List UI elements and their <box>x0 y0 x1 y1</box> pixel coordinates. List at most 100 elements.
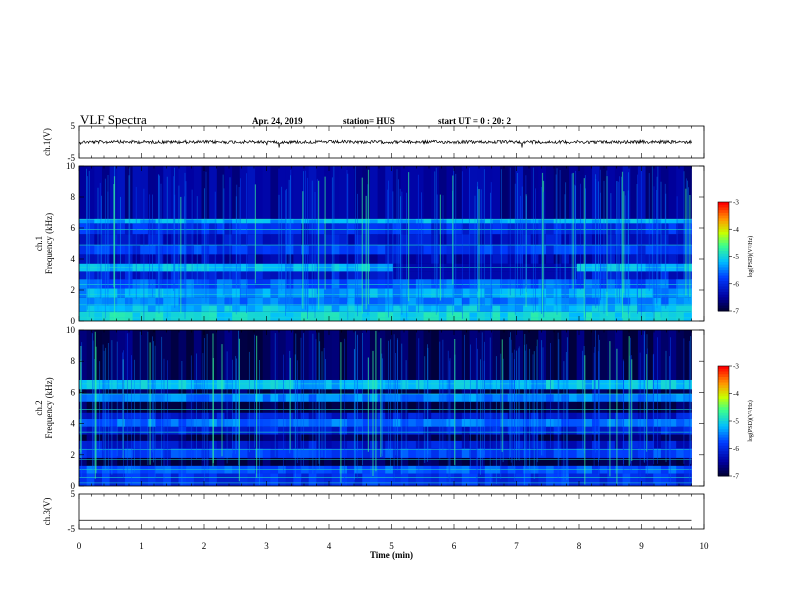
spectrogram-cell <box>561 379 570 390</box>
spectrogram-cell <box>385 305 394 312</box>
spectrogram-cell <box>385 245 394 255</box>
spectrogram-cell <box>645 379 654 390</box>
spectrogram-cell <box>607 245 616 255</box>
spectrogram-cell <box>278 234 287 246</box>
spectrogram-cell <box>576 288 585 298</box>
spectrogram-cell <box>392 393 401 402</box>
spectrogram-cell <box>637 393 646 402</box>
colorbar-cell <box>718 272 729 277</box>
spectrogram-cell <box>369 379 378 390</box>
spectrogram-cell <box>477 426 486 435</box>
colorbar-cell <box>718 253 729 258</box>
spectrogram-cell <box>239 440 248 449</box>
spectrogram-cell <box>369 393 378 402</box>
spectrogram-cell <box>668 166 677 219</box>
spectrogram-cell <box>553 440 562 449</box>
spectrogram-cell <box>599 393 608 402</box>
spectrogram-cell <box>538 426 547 435</box>
spectrogram-cell <box>369 426 378 435</box>
spectrogram-cell <box>193 379 202 390</box>
spectrogram-cell <box>324 234 333 246</box>
spectrogram-cell <box>385 389 394 394</box>
spectrogram-cell <box>186 166 195 219</box>
spectrogram-cell <box>591 473 601 486</box>
spectrogram-cell <box>140 401 149 413</box>
spectrogram-cell <box>170 440 179 449</box>
spectrogram-cell <box>408 457 417 466</box>
spectrogram-cell <box>630 401 639 413</box>
spectrogram-cell <box>79 223 88 235</box>
spectrogram-cell <box>193 401 202 413</box>
spectrogram-cell <box>492 271 501 280</box>
spectrogram-cell <box>431 473 440 486</box>
spectrogram-cell <box>201 401 210 413</box>
spectrogram-cell <box>408 271 417 280</box>
spectrogram-cell <box>301 448 310 458</box>
spectrogram-cell <box>346 389 356 394</box>
colorbar-cell <box>718 270 729 274</box>
spectrogram-cell <box>576 393 585 402</box>
spectrogram-cell <box>584 254 593 264</box>
spectrogram-cell <box>523 245 532 255</box>
spectrogram-cell <box>155 473 164 486</box>
spectrogram-cell <box>331 288 340 298</box>
spectrogram-cell <box>369 389 378 394</box>
spectrogram-cell <box>676 473 685 486</box>
colorbar-cell <box>718 423 729 427</box>
x-tick-label: 6 <box>452 541 457 551</box>
spectrogram-cell <box>676 393 685 402</box>
spectrogram-cell <box>101 297 111 306</box>
spectrogram-cell <box>645 418 654 427</box>
spectrogram-cell <box>362 448 371 458</box>
spectrogram-cell <box>637 379 646 390</box>
spectrogram-cell <box>331 279 340 289</box>
spectrogram-cell <box>132 166 141 219</box>
spectrogram-cell <box>270 279 279 289</box>
spectrogram-cell <box>140 234 149 246</box>
spectrogram-cell <box>546 223 555 235</box>
spectrogram-cell <box>637 389 646 394</box>
spectrogram-cell <box>683 234 692 246</box>
spectrogram-cell <box>591 434 601 441</box>
spectrogram-cell <box>446 311 455 321</box>
spectrogram-cell <box>546 473 555 486</box>
spectrogram-cell <box>530 448 539 458</box>
spectrogram-cell <box>637 234 646 246</box>
ch-3-waveform-panel: 5-5ch.3(V) <box>42 489 692 534</box>
spectrogram-cell <box>239 330 248 380</box>
spectrogram-cell <box>645 401 654 413</box>
spectrogram-cell <box>369 279 378 289</box>
spectrogram-cell <box>339 166 348 219</box>
spectrogram-cell <box>316 389 325 394</box>
colorbar-cell <box>718 248 729 252</box>
spectrogram-cell <box>270 245 279 255</box>
spectrogram-cell <box>461 389 470 394</box>
colorbar-cell <box>718 278 729 282</box>
x-tick-label: 3 <box>264 541 269 551</box>
spectrogram-cell <box>515 218 524 224</box>
spectrogram-cell <box>561 311 570 321</box>
spectrogram-cell <box>676 297 685 306</box>
spectrogram-cell <box>446 440 455 449</box>
spectrogram-cell <box>278 393 287 402</box>
spectrogram-cell <box>676 448 685 458</box>
spectrogram-cell <box>484 393 493 402</box>
spectrogram-cell <box>454 418 463 427</box>
spectrogram-cell <box>546 457 555 466</box>
spectrogram-cell <box>346 426 356 435</box>
spectrogram-cell <box>507 330 516 380</box>
spectrogram-cell <box>645 245 654 255</box>
spectrogram-cell <box>147 288 156 298</box>
spectrogram-cell <box>683 271 692 280</box>
spectrogram-cell <box>400 254 409 264</box>
spectrogram-cell <box>186 254 195 264</box>
spectrogram-cell <box>346 166 356 219</box>
spectrogram-cell <box>101 218 111 224</box>
spectrogram-cell <box>354 412 363 419</box>
spectrogram-cell <box>239 401 248 413</box>
spectrogram-cell <box>186 279 195 289</box>
spectrogram-cell <box>186 379 195 390</box>
spectrogram-cell <box>500 288 509 298</box>
spectrogram-cell <box>209 234 218 246</box>
spectrogram-cell <box>500 305 509 312</box>
